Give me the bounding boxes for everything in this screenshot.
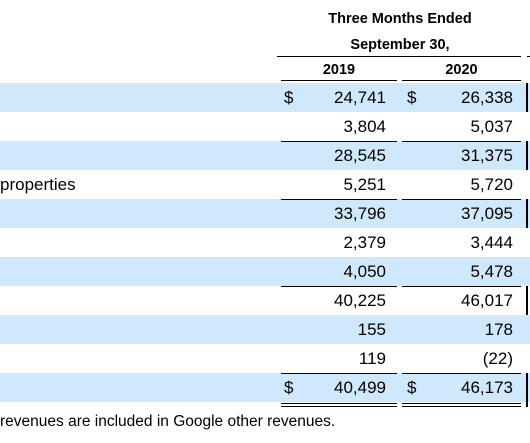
currency-symbol: $ [284, 378, 294, 397]
value-2020: (22) [482, 349, 513, 368]
subtotal-rule [281, 141, 397, 142]
footnote-text: revenues are included in Google other re… [0, 413, 336, 430]
value-2020: 5,720 [470, 175, 513, 194]
value-2019: 28,545 [334, 146, 386, 165]
value-2020: 5,478 [470, 262, 513, 281]
header-rule-edge [527, 56, 530, 57]
value-2020: 178 [484, 320, 513, 339]
table-row: 33,796 37,095 [0, 199, 530, 228]
cropped-column-edge [526, 83, 528, 112]
row-label: properties [0, 175, 76, 194]
header-rule [277, 56, 521, 57]
subtotal-rule [402, 373, 521, 374]
table-row: 155 178 [0, 315, 530, 344]
year-header-2020: 2020 [445, 62, 478, 78]
value-2019: 24,741 [334, 88, 386, 107]
table-row: properties 5,251 5,720 [0, 170, 530, 199]
table-row: 40,225 46,017 [0, 286, 530, 315]
table-row-total: $ 40,499 $ 46,173 [0, 373, 530, 402]
subtotal-rule [281, 199, 397, 200]
subtotal-rule [402, 141, 521, 142]
value-2020: 3,444 [470, 233, 513, 252]
cropped-column-edge [526, 141, 528, 170]
value-2020: 46,017 [461, 291, 513, 310]
value-2019: 5,251 [343, 175, 386, 194]
currency-symbol: $ [407, 378, 417, 397]
value-2019: 155 [357, 320, 386, 339]
table-row: 28,545 31,375 [0, 141, 530, 170]
year-rule-2019 [281, 80, 397, 81]
total-double-rule [281, 403, 397, 404]
currency-symbol: $ [284, 88, 294, 107]
value-2019: 40,225 [334, 291, 386, 310]
subtotal-rule [281, 286, 397, 287]
subtotal-rule [402, 286, 521, 287]
column-group-header: Three Months Ended [328, 11, 472, 27]
value-2020: 31,375 [461, 146, 513, 165]
table-row: 119 (22) [0, 344, 530, 373]
value-2019: 119 [358, 349, 386, 368]
table-row: 2,379 3,444 [0, 228, 530, 257]
table-row: $ 24,741 $ 26,338 [0, 83, 530, 112]
subtotal-rule [281, 373, 397, 374]
column-group-subheader: September 30, [350, 37, 450, 53]
cropped-column-edge [526, 286, 528, 315]
value-2019: 40,499 [334, 378, 386, 397]
year-rule-2020 [402, 80, 521, 81]
subtotal-rule [402, 199, 521, 200]
value-2020: 26,338 [461, 88, 513, 107]
value-2019: 4,050 [343, 262, 386, 281]
value-2019: 2,379 [343, 233, 386, 252]
value-2019: 33,796 [334, 204, 386, 223]
total-double-rule [402, 406, 521, 407]
year-header-2019: 2019 [322, 62, 356, 78]
total-double-rule [402, 403, 521, 404]
total-double-rule [281, 406, 397, 407]
value-2020: 46,173 [461, 378, 513, 397]
cropped-column-edge [526, 199, 528, 228]
table-row: 4,050 5,478 [0, 257, 530, 286]
value-2020: 5,037 [470, 117, 513, 136]
currency-symbol: $ [407, 88, 417, 107]
cropped-column-edge [526, 373, 528, 407]
table-row: 3,804 5,037 [0, 112, 530, 141]
value-2019: 3,804 [343, 117, 386, 136]
value-2020: 37,095 [461, 204, 513, 223]
